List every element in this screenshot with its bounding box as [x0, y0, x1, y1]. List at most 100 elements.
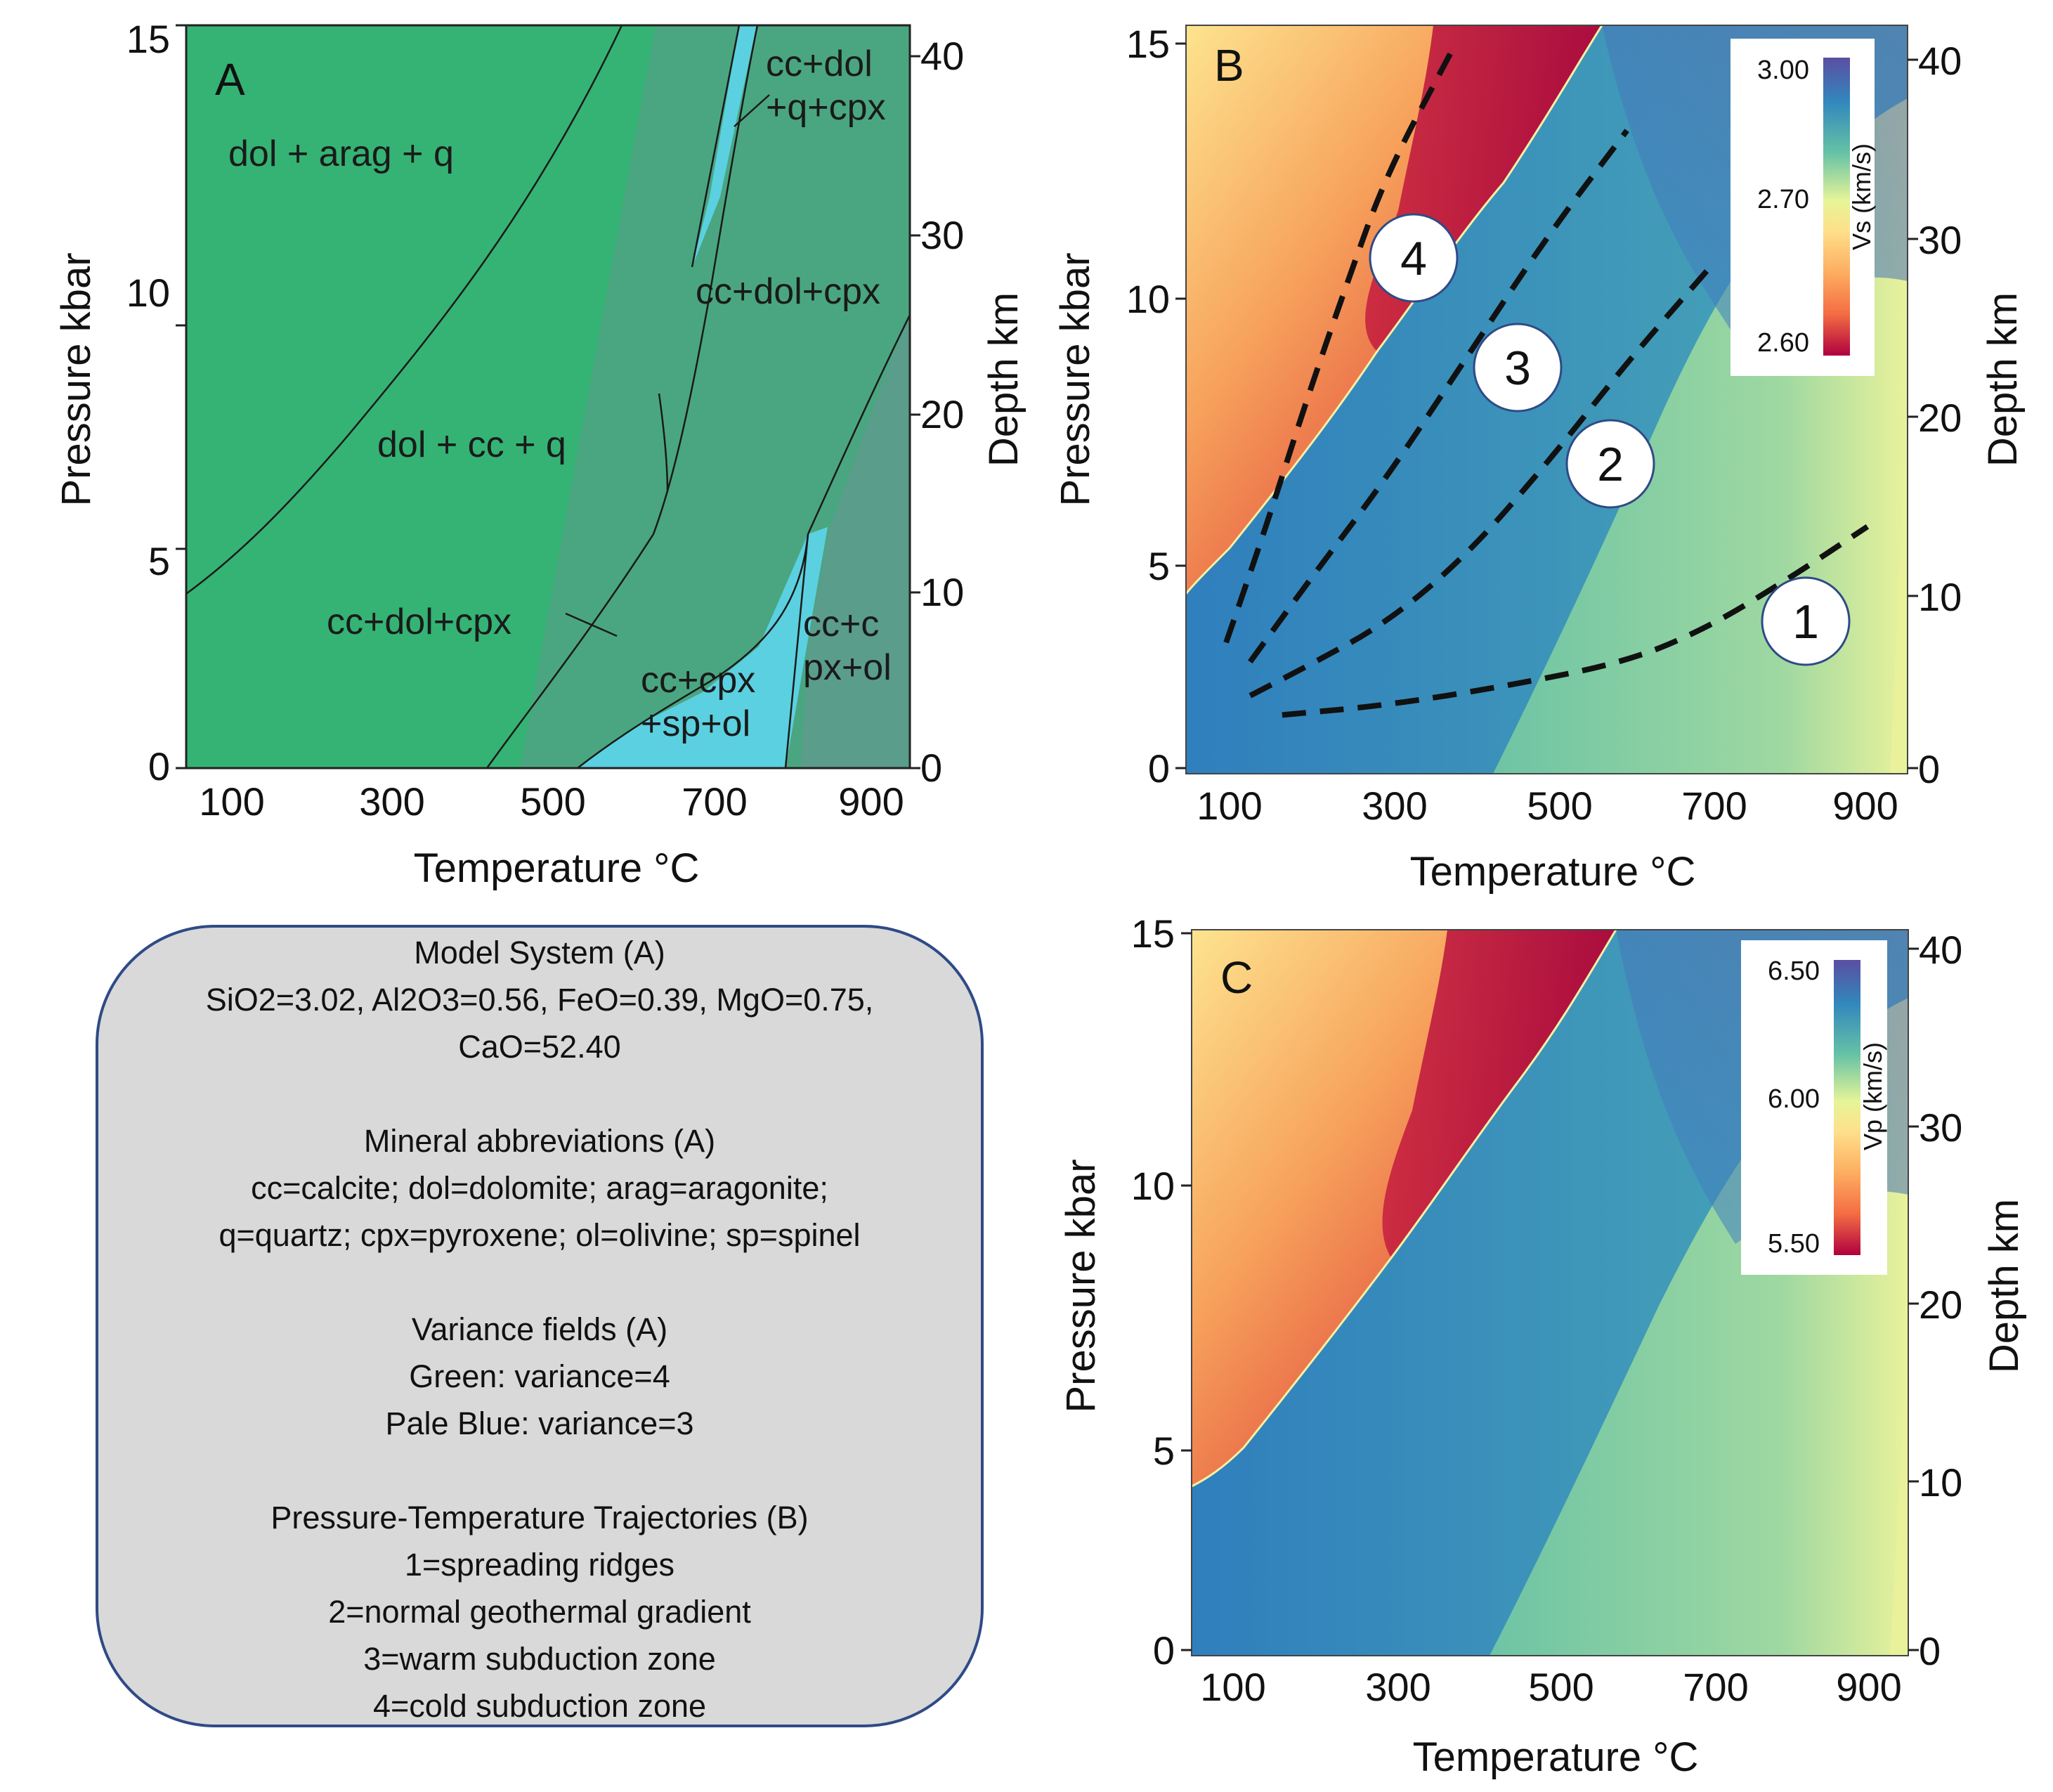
variance3-field-upper: [692, 25, 757, 267]
y-tick-label: 10: [1131, 1164, 1175, 1208]
vs-colorbar: [1823, 58, 1850, 356]
panel-b-x-axis-label: Temperature °C: [1410, 849, 1696, 895]
y-tick-label: 5: [1153, 1429, 1175, 1473]
trajectory-line-4: [1223, 51, 1454, 644]
y2-tick-label: 0: [1919, 1629, 1941, 1673]
x-tick-label: 900: [1832, 784, 1898, 828]
legend-line: 3=warm subduction zone: [363, 1641, 716, 1677]
boundary-7: [691, 25, 741, 268]
trajectory-marker-1: [1761, 576, 1851, 666]
y2-tick-label: 0: [1918, 747, 1940, 791]
trajectory-label-1: 1: [1792, 595, 1819, 649]
x-tick-label: 100: [199, 779, 264, 824]
field-label-dol-arag-q: dol + arag + q: [228, 134, 454, 174]
trajectories-block: Pressure-Temperature Trajectories (B) 1=…: [98, 1494, 981, 1729]
legend-heading: Pressure-Temperature Trajectories (B): [271, 1500, 809, 1535]
panel-c-y2-axis-label: Depth km: [1981, 1199, 2027, 1373]
y-tick-label: 15: [1131, 911, 1175, 956]
panel-a-frame: [185, 24, 911, 770]
field-label-cc-dol: cc+dol: [766, 44, 873, 84]
x-tick-label: 300: [359, 779, 424, 824]
legend-line: Pale Blue: variance=3: [385, 1405, 694, 1441]
legend-line: 2=normal geothermal gradient: [328, 1594, 751, 1630]
panel-c-x-axis-label: Temperature °C: [1413, 1734, 1699, 1780]
panel-a-y-ticks: 0 5 10 15: [126, 17, 170, 788]
x-tick-label: 900: [838, 779, 904, 824]
y-tick-label: 0: [1148, 746, 1170, 791]
vs-colorbar-tick: 3.00: [1757, 56, 1809, 85]
y-tick-label: 5: [148, 539, 170, 583]
phase-boundaries: [186, 25, 910, 768]
y2-tick-label: 0: [920, 746, 942, 790]
legend-heading: Model System (A): [414, 935, 665, 970]
field-label-cc-dol-cpx-high: cc+dol+cpx: [696, 271, 880, 312]
field-label-sp-ol: +sp+ol: [641, 703, 750, 744]
panel-c-y-ticks: 0 5 10 15: [1131, 911, 1175, 1673]
field-label-cc-c: cc+c: [803, 604, 879, 644]
trajectory-line-3: [1248, 129, 1629, 664]
legend-line: q=quartz; cpx=pyroxene; ol=olivine; sp=s…: [219, 1217, 861, 1253]
trajectory-line-2: [1249, 268, 1709, 699]
panel-b: 1 2 3 4 B 3.00 2.70 2.60 Vs (km/s) 100 3…: [1052, 22, 2026, 895]
vs-colorbar-box: [1731, 39, 1875, 376]
y2-tick-label: 10: [1918, 575, 1962, 619]
panel-c-label: C: [1220, 952, 1253, 1003]
y-tick-label: 10: [126, 271, 170, 315]
y-tick-label: 0: [148, 744, 170, 788]
vp-colorbar-box: [1741, 940, 1887, 1275]
x-tick-label: 700: [1681, 784, 1747, 828]
field-label-cc-dol-cpx-low: cc+dol+cpx: [327, 602, 511, 642]
cc-cpx-ol-field: [801, 309, 910, 768]
panel-b-y2-axis-label: Depth km: [1980, 292, 2026, 467]
x-tick-label: 100: [1197, 784, 1262, 828]
y2-tick-label: 10: [1919, 1460, 1962, 1505]
trajectory-label-2: 2: [1597, 438, 1624, 491]
vp-colorbar-label: Vp (km/s): [1858, 1042, 1887, 1150]
vp-colorbar-tick: 6.00: [1768, 1084, 1820, 1114]
y2-tick-label: 20: [920, 392, 964, 436]
panel-c: C 6.50 6.00 5.50 Vp (km/s) 100 300 500 7…: [1058, 911, 2027, 1780]
panel-b-x-ticks: 100 300 500 700 900: [1197, 784, 1898, 828]
panel-a-x-ticks: 100 300 500 700 900: [199, 779, 904, 824]
trajectory-marker-2: [1565, 419, 1655, 509]
panel-c-frame: [1191, 929, 1909, 1656]
field-label-cc-cpx: cc+cpx: [641, 660, 755, 701]
vp-colorbar-tick: 6.50: [1768, 956, 1820, 986]
legend-line: SiO2=3.02, Al2O3=0.56, FeO=0.39, MgO=0.7…: [205, 982, 874, 1018]
panel-a-label: A: [215, 54, 245, 105]
panel-a-y2-ticks: 0 10 20 30 40: [920, 34, 964, 790]
vs-colorbar-tick: 2.60: [1757, 328, 1809, 358]
x-tick-label: 500: [1528, 1665, 1593, 1709]
boundary-3: [577, 533, 809, 768]
trajectories: [1223, 51, 1870, 718]
legend-line: 4=cold subduction zone: [372, 1688, 707, 1724]
field-label-dol-cc-q: dol + cc + q: [377, 424, 566, 465]
panel-b-y-axis-label: Pressure kbar: [1052, 252, 1098, 506]
y2-tick-label: 40: [1918, 39, 1962, 83]
boundary-6: [784, 533, 809, 768]
trajectory-marker-4: [1369, 213, 1459, 303]
y-tick-label: 15: [1126, 22, 1170, 66]
trajectory-marker-3: [1473, 323, 1563, 413]
panel-b-y2-ticks: 0 10 20 30 40: [1918, 39, 1962, 791]
panel-a-plot-area: [186, 25, 910, 768]
x-tick-label: 700: [682, 779, 747, 824]
field-label-q-cpx: +q+cpx: [766, 87, 886, 128]
vs-colorbar-label: Vs (km/s): [1847, 143, 1876, 250]
variance-fields-block: Variance fields (A) Green: variance=4 Pa…: [98, 1306, 981, 1447]
y-tick-label: 10: [1126, 277, 1170, 321]
x-tick-label: 700: [1683, 1665, 1748, 1709]
panel-b-y-ticks: 0 5 10 15: [1126, 22, 1170, 791]
vp-colorbar-tick: 5.50: [1768, 1229, 1820, 1259]
panel-b-ticks: [1175, 42, 1918, 770]
x-tick-label: 100: [1200, 1665, 1265, 1709]
y-tick-label: 15: [126, 17, 170, 61]
x-tick-label: 300: [1365, 1665, 1430, 1709]
y2-tick-label: 10: [920, 570, 964, 614]
x-tick-label: 900: [1836, 1665, 1901, 1709]
panel-b-frame: [1185, 25, 1908, 774]
trajectory-label-4: 4: [1400, 232, 1427, 285]
boundary-1: [186, 25, 623, 595]
panel-c-y-axis-label: Pressure kbar: [1058, 1159, 1104, 1413]
